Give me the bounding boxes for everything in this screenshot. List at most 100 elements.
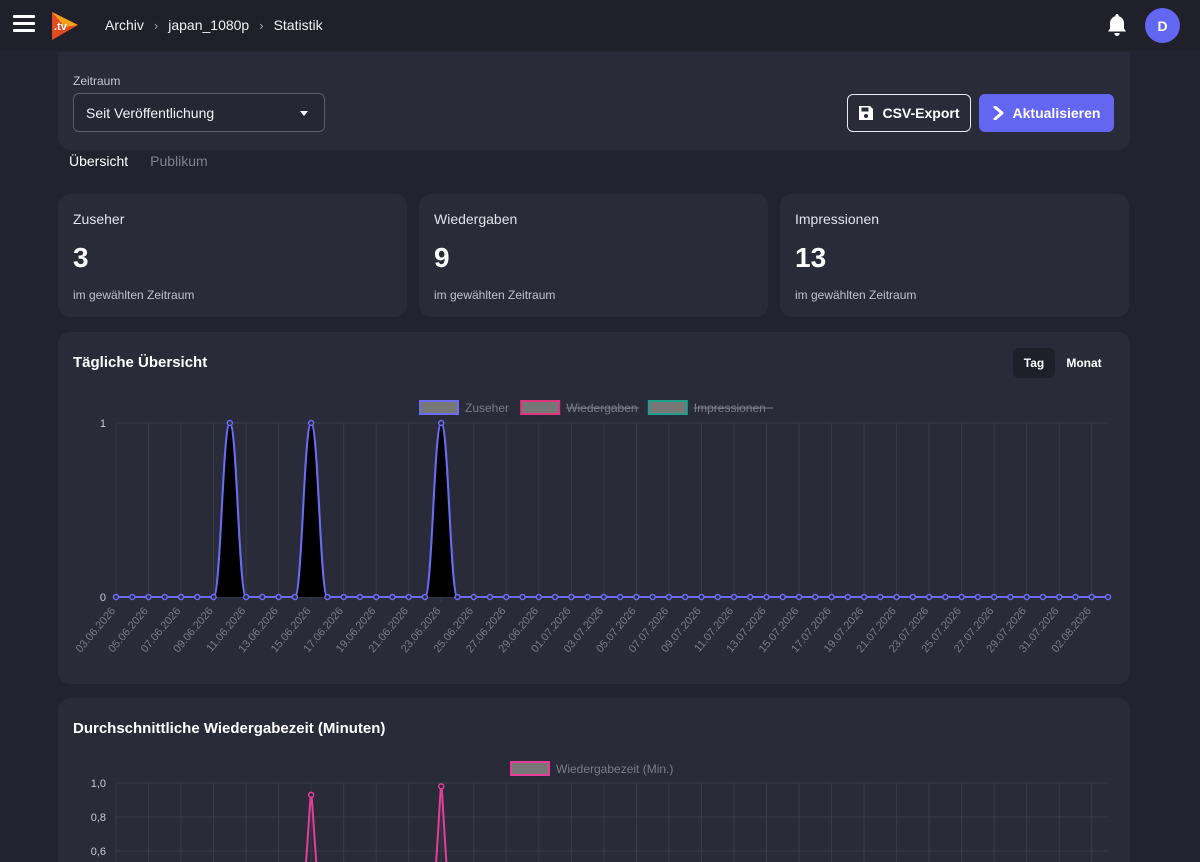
y-axis-labels: 01: [100, 418, 106, 604]
data-point: [519, 593, 526, 601]
data-point: [909, 593, 917, 601]
zeitraum-label: Zeitraum: [73, 74, 121, 88]
data-point: [779, 593, 787, 601]
data-point: [1072, 593, 1079, 601]
legend-swatch: [510, 761, 550, 776]
data-point: [226, 419, 234, 427]
stat-label: Impressionen: [795, 211, 880, 227]
tab-publikum[interactable]: Publikum: [150, 153, 208, 169]
data-point: [633, 593, 640, 601]
data-point: [844, 593, 852, 601]
menu-icon[interactable]: [13, 15, 35, 33]
bell-icon[interactable]: [1106, 13, 1128, 37]
stat-value: 3: [73, 242, 89, 273]
stat-card-wiedergaben: Wiedergaben 9 im gewählten Zeitraum: [419, 194, 768, 317]
breadcrumb-archiv[interactable]: Archiv: [105, 17, 144, 33]
avg-watchtime-card: Durchschnittliche Wiedergabezeit (Minute…: [58, 698, 1130, 862]
top-bar: .tv Archiv › japan_1080p › Statistik D: [0, 0, 1200, 50]
data-point: [210, 593, 217, 601]
avatar[interactable]: D: [1145, 8, 1180, 43]
data-point: [860, 593, 868, 601]
data-point: [486, 593, 494, 601]
data-point: [616, 593, 624, 601]
x-axis-labels: 03.06.202605.06.202607.06.202609.06.2026…: [74, 605, 1094, 655]
data-point: [242, 593, 250, 601]
aktualisieren-label: Aktualisieren: [1012, 105, 1101, 121]
data-point: [568, 593, 575, 601]
legend-swatch: [419, 400, 459, 415]
chevron-right-icon: [993, 106, 1004, 120]
stat-sub: im gewählten Zeitraum: [73, 288, 195, 302]
data-point: [958, 593, 965, 601]
stat-label: Zuseher: [73, 211, 125, 227]
stat-sub: im gewählten Zeitraum: [795, 288, 917, 302]
chart-legend: Zuseher Wiedergaben Impressionen: [419, 400, 773, 415]
chart-legend: Wiedergabezeit (Min.): [510, 761, 673, 776]
daily-chart: Zuseher Wiedergaben Impressionen 03.06.202…: [74, 400, 1112, 655]
stat-card-impressionen: Impressionen 13 im gewählten Zeitraum: [780, 194, 1129, 317]
data-point: [275, 593, 282, 601]
y-tick-label: 0: [100, 592, 106, 604]
series-area: [294, 423, 328, 597]
legend-label: Zuseher: [465, 401, 509, 415]
chart-series: [305, 783, 448, 862]
data-point: [1104, 593, 1112, 601]
logo-text: .tv: [54, 21, 68, 33]
data-point: [698, 593, 705, 601]
csv-export-button[interactable]: CSV-Export: [847, 94, 971, 132]
chevron-right-icon: ›: [153, 17, 159, 33]
data-point: [812, 593, 819, 601]
y-axis-labels: 1,0 0,8 0,6: [91, 778, 106, 858]
data-point: [389, 593, 396, 601]
data-point: [893, 593, 900, 601]
data-point: [112, 593, 120, 601]
toggle-tag[interactable]: Tag: [1013, 348, 1055, 378]
data-point: [454, 593, 461, 601]
toggle-monat[interactable]: Monat: [1066, 356, 1102, 370]
stat-value: 9: [434, 242, 450, 273]
chart-title: Tägliche Übersicht: [73, 354, 208, 371]
avg-watchtime-chart: Wiedergabezeit (Min.) 1,0 0,8 0,6: [91, 761, 1108, 862]
data-point: [437, 783, 445, 790]
tab-uebersicht[interactable]: Übersicht: [69, 153, 129, 169]
data-point: [259, 593, 266, 601]
chart-grid: [115, 422, 1108, 602]
zeitraum-value: Seit Veröffentlichung: [86, 104, 215, 121]
data-point: [746, 593, 754, 601]
stat-label: Wiedergaben: [434, 211, 518, 227]
data-point: [584, 593, 591, 601]
data-point: [421, 593, 429, 601]
data-point: [877, 593, 884, 601]
series-area: [213, 423, 247, 597]
stat-value: 13: [795, 242, 827, 273]
series-line-zuseher: [115, 421, 1108, 598]
data-point: [551, 593, 559, 601]
legend-swatch: [647, 400, 688, 415]
data-point: [129, 593, 136, 601]
data-point: [291, 593, 299, 601]
csv-export-label: CSV-Export: [882, 105, 960, 121]
logo[interactable]: .tv: [50, 11, 80, 41]
aktualisieren-button[interactable]: Aktualisieren: [979, 94, 1114, 132]
data-point: [405, 593, 412, 601]
period-toggle: Tag Monat: [1013, 348, 1115, 378]
legend-swatch: [520, 400, 561, 415]
data-point: [942, 593, 949, 601]
data-point: [145, 593, 152, 601]
legend-label: Wiedergabezeit (Min.): [556, 762, 673, 776]
stat-card-zuseher: Zuseher 3 im gewählten Zeitraum: [58, 194, 407, 317]
data-point: [763, 593, 770, 601]
data-point: [161, 593, 169, 601]
zeitraum-select[interactable]: Seit Veröffentlichung: [73, 93, 325, 132]
breadcrumb-video[interactable]: japan_1080p: [168, 17, 250, 33]
chevron-right-icon: ›: [259, 17, 264, 33]
data-point: [356, 593, 364, 601]
chart-title: Durchschnittliche Wiedergabezeit (Minute…: [73, 720, 386, 737]
data-point: [503, 593, 510, 601]
data-point: [730, 593, 738, 601]
data-point: [828, 593, 835, 601]
data-point: [795, 593, 803, 601]
data-point: [925, 593, 933, 601]
data-point: [307, 791, 315, 799]
data-point: [470, 593, 478, 601]
